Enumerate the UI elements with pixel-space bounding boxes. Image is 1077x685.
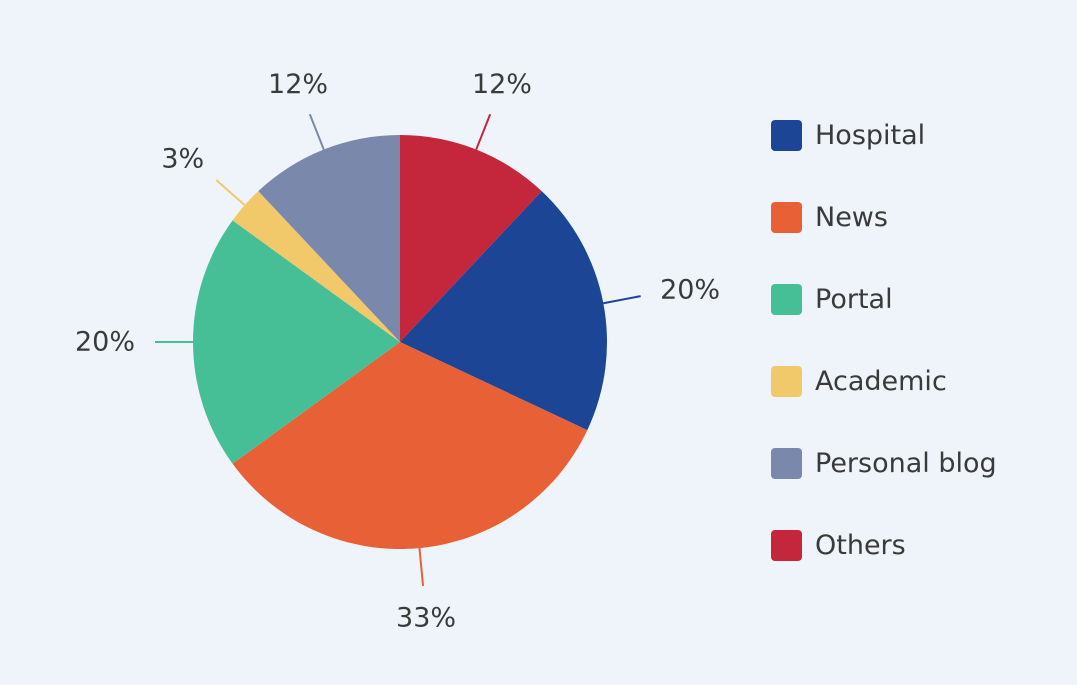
- pie-slice-academic: [232, 191, 400, 342]
- legend-label-hospital: Hospital: [815, 119, 926, 151]
- pie-slice-personal-blog: [258, 135, 400, 342]
- leader-line-hospital: [603, 295, 641, 305]
- percent-label-portal: 20%: [75, 327, 135, 358]
- pie-slices: [193, 135, 607, 549]
- legend-swatch-hospital: [771, 119, 802, 151]
- legend-swatch-others: [771, 529, 802, 561]
- legend-item-portal: Portal: [771, 276, 1061, 322]
- legend-label-others: Others: [815, 529, 906, 561]
- pie-slice-news: [232, 342, 588, 549]
- legend-label-portal: Portal: [815, 283, 893, 315]
- percent-label-others: 12%: [472, 69, 532, 100]
- legend-label-personal-blog: Personal blog: [815, 447, 997, 479]
- percent-label-hospital: 20%: [660, 275, 720, 306]
- legend-swatch-academic: [771, 365, 802, 397]
- legend-item-hospital: Hospital: [771, 112, 1061, 158]
- legend-item-personal-blog: Personal blog: [771, 440, 1061, 486]
- legend-swatch-portal: [771, 283, 802, 315]
- chart-legend: Hospital News Portal Academic Personal b…: [771, 112, 1061, 604]
- percent-labels: 12% 20% 33% 20% 3% 12%: [75, 69, 720, 633]
- leader-line-others: [475, 113, 492, 150]
- leader-line-academic: [215, 179, 246, 206]
- legend-swatch-personal-blog: [771, 447, 802, 479]
- percent-label-news: 33%: [396, 602, 456, 633]
- pie-slice-portal: [193, 220, 400, 464]
- legend-label-academic: Academic: [815, 365, 947, 397]
- pie-slice-hospital: [400, 191, 607, 431]
- legend-item-news: News: [771, 194, 1061, 240]
- legend-swatch-news: [771, 201, 802, 233]
- leader-lines: [155, 113, 641, 587]
- percent-label-personal-blog: 12%: [268, 69, 328, 100]
- legend-item-academic: Academic: [771, 358, 1061, 404]
- percent-label-academic: 3%: [161, 143, 204, 174]
- legend-item-others: Others: [771, 522, 1061, 568]
- leader-line-news: [418, 547, 425, 587]
- pie-slice-others: [400, 135, 542, 342]
- legend-label-news: News: [815, 201, 888, 233]
- leader-line-personal-blog: [308, 113, 325, 150]
